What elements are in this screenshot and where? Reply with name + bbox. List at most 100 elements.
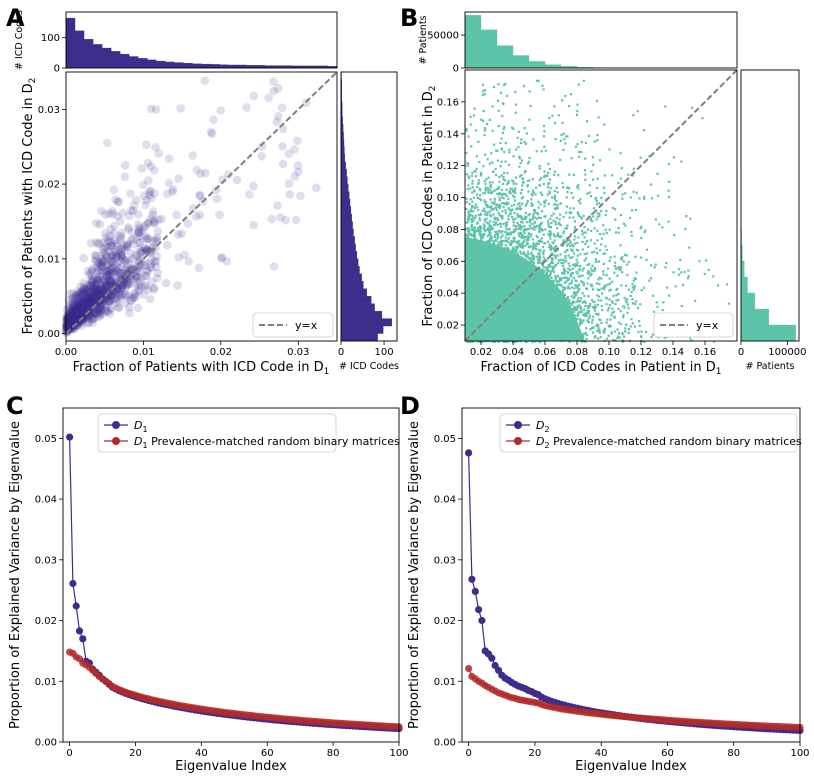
scatter-point xyxy=(570,275,573,278)
scatter-point xyxy=(67,313,76,323)
scatter-point xyxy=(135,267,144,276)
scatter-point xyxy=(514,176,517,179)
scatter-point xyxy=(523,126,526,130)
scatter-point xyxy=(172,210,181,220)
scatter-point xyxy=(602,224,605,227)
scatter-point xyxy=(547,265,551,268)
scatter-point xyxy=(93,266,102,276)
scatter-point xyxy=(87,266,97,275)
scatter-point xyxy=(67,310,77,320)
scatter-point xyxy=(525,221,528,224)
scatter-point xyxy=(560,262,563,265)
scatter-point xyxy=(101,294,111,304)
scatter-point xyxy=(473,107,476,110)
scatter-point xyxy=(556,191,559,194)
scatter-point xyxy=(617,231,620,234)
histogram-bar xyxy=(340,176,348,185)
scatter-point xyxy=(593,140,596,143)
scatter-point xyxy=(584,301,587,304)
scatter-point xyxy=(150,189,159,198)
scatter-point xyxy=(602,273,605,276)
scatter-point xyxy=(666,286,669,289)
panel-a-xtick-label: 0.01 xyxy=(132,347,154,358)
scatter-point xyxy=(520,188,523,192)
scatter-point xyxy=(146,259,156,269)
histogram-bar xyxy=(156,60,166,69)
scatter-point xyxy=(99,243,109,253)
scatter-point xyxy=(75,304,85,314)
scatter-point xyxy=(581,274,584,277)
scatter-point xyxy=(112,239,121,248)
scatter-point xyxy=(86,297,95,307)
scatter-point xyxy=(79,282,89,292)
scatter-point xyxy=(591,285,594,288)
scatter-point xyxy=(567,262,570,265)
scatter-point xyxy=(701,117,704,120)
scatter-point xyxy=(573,226,577,229)
scatter-point xyxy=(523,244,526,247)
scatter-point xyxy=(623,306,626,309)
scatter-point xyxy=(109,209,118,219)
scatter-point xyxy=(674,285,677,288)
scatter-point xyxy=(484,153,487,156)
scatter-point xyxy=(74,309,83,319)
scatter-point xyxy=(71,314,80,324)
scatter-point xyxy=(75,304,85,313)
scatter-point xyxy=(577,150,581,153)
scatter-point xyxy=(503,150,506,154)
panel-a-legend: y=x xyxy=(252,312,334,338)
scatter-point xyxy=(473,190,476,193)
scatter-point xyxy=(177,229,186,238)
scatter-point xyxy=(106,277,115,287)
scatter-point xyxy=(84,284,94,294)
scatter-point xyxy=(104,275,114,285)
scatter-point xyxy=(573,287,576,290)
scatter-point xyxy=(89,294,98,304)
scatter-point xyxy=(632,190,635,193)
scatter-point xyxy=(603,191,606,194)
scatter-point xyxy=(95,291,105,300)
scatter-point xyxy=(550,276,553,279)
scatter-point xyxy=(555,216,558,219)
scatter-point xyxy=(91,256,100,266)
scatter-point xyxy=(62,315,72,324)
scatter-point xyxy=(124,211,134,221)
scatter-point xyxy=(90,313,99,323)
scatter-point xyxy=(537,206,540,209)
scatter-point xyxy=(580,310,583,313)
scatter-point xyxy=(544,242,547,245)
scatter-point xyxy=(126,189,135,198)
scatter-point xyxy=(105,231,115,241)
scatter-point xyxy=(544,228,547,231)
scatter-point xyxy=(561,264,565,268)
scatter-point xyxy=(583,226,586,229)
scatter-point xyxy=(63,319,72,328)
scatter-point xyxy=(550,221,553,225)
panel-a-scatter: 0.00 0.01 0.02 0.030.000.010.020.03 xyxy=(38,71,338,358)
scatter-point xyxy=(698,260,701,263)
panel-a-right-histogram: 0 100 xyxy=(338,71,394,358)
scatter-point xyxy=(194,263,204,273)
panel-a-ytick-label: 0.03 xyxy=(38,105,60,116)
panel-b-top-ytick-label: 50000 xyxy=(427,31,459,42)
scatter-point xyxy=(538,256,542,259)
scatter-point xyxy=(538,253,541,256)
scatter-point xyxy=(91,285,101,294)
scatter-point xyxy=(475,155,478,158)
scatter-point xyxy=(65,323,74,332)
scatter-point xyxy=(121,298,130,308)
scatter-point xyxy=(561,182,564,185)
scatter-point xyxy=(727,302,731,305)
scatter-point xyxy=(103,271,112,281)
scatter-point xyxy=(476,193,479,196)
scatter-point xyxy=(511,126,514,129)
scatter-point xyxy=(142,140,151,149)
scatter-point xyxy=(679,258,682,261)
scatter-point xyxy=(575,279,578,283)
scatter-point xyxy=(627,288,630,291)
scatter-point xyxy=(163,240,172,250)
scatter-point xyxy=(577,297,580,300)
scatter-point xyxy=(83,292,93,301)
scatter-point xyxy=(481,94,484,97)
